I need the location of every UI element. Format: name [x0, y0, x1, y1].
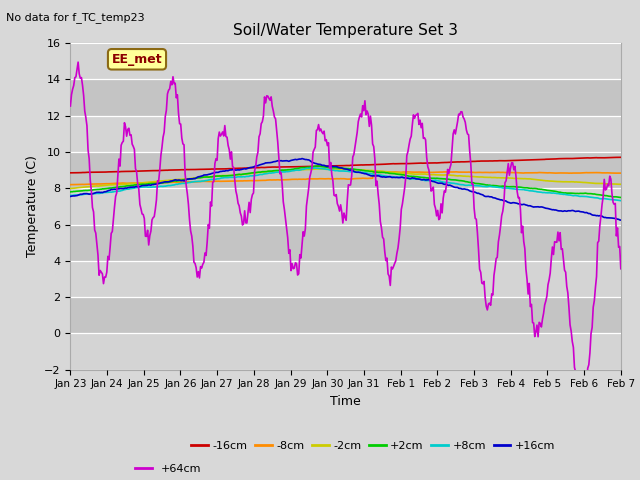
Y-axis label: Temperature (C): Temperature (C) [26, 156, 38, 257]
Bar [70, 43, 621, 80]
Bar [70, 116, 621, 152]
Bar [70, 188, 621, 225]
Bar [70, 152, 621, 188]
Bar [70, 225, 621, 261]
Bar [70, 333, 621, 370]
Bar [70, 261, 621, 297]
X-axis label: Time: Time [330, 395, 361, 408]
Text: No data for f_TC_temp23: No data for f_TC_temp23 [6, 12, 145, 23]
Text: EE_met: EE_met [112, 53, 163, 66]
Bar [70, 297, 621, 333]
Bar [70, 80, 621, 116]
Legend: +64cm: +64cm [131, 459, 206, 478]
Title: Soil/Water Temperature Set 3: Soil/Water Temperature Set 3 [233, 23, 458, 38]
